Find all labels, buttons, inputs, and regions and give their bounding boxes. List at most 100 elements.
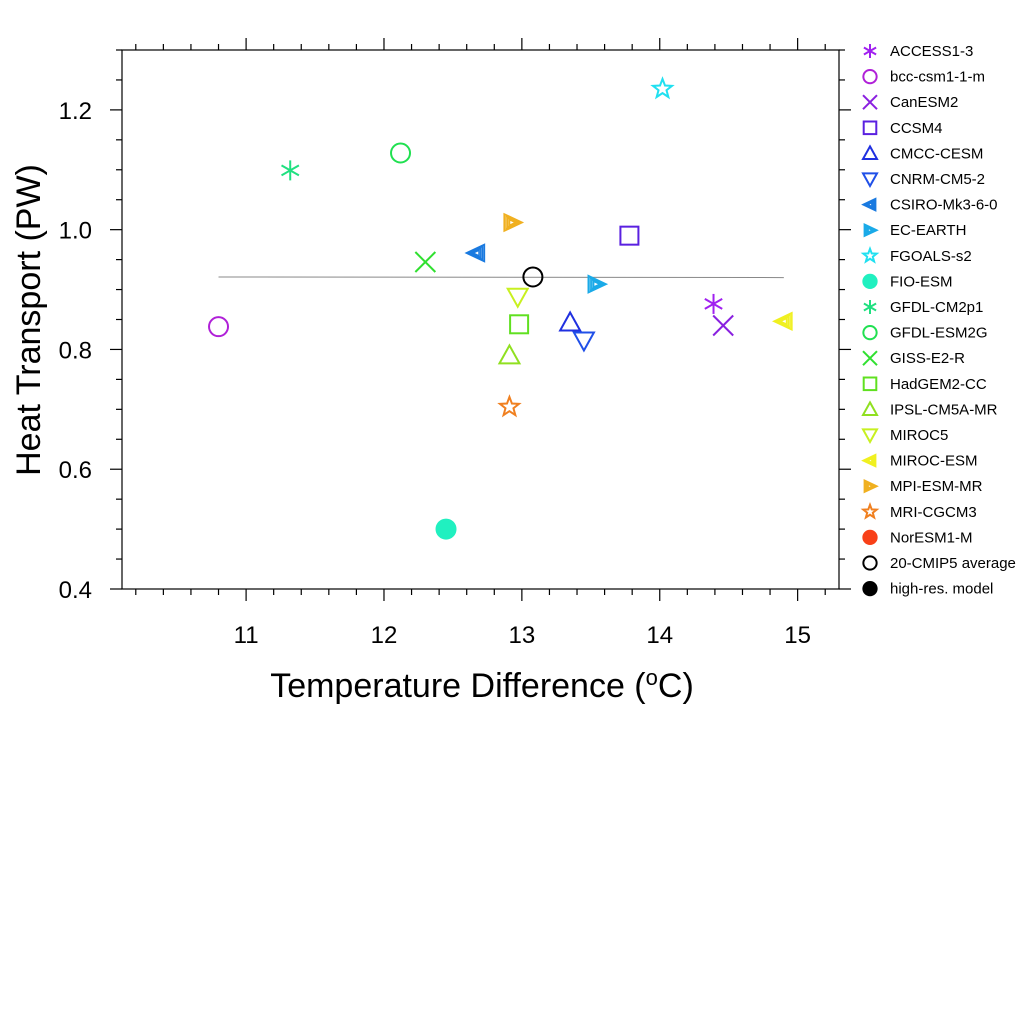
data-point xyxy=(771,311,793,332)
legend-label: EC-EARTH xyxy=(890,222,966,239)
legend-marker xyxy=(861,172,879,189)
legend-marker xyxy=(862,273,878,290)
legend-item: MIROC5 xyxy=(861,427,948,445)
legend-marker xyxy=(862,580,878,597)
data-point xyxy=(572,331,596,353)
y-tick-label: 0.4 xyxy=(59,577,92,604)
legend-label: CSIRO-Mk3-6-0 xyxy=(890,197,998,214)
legend-item: HadGEM2-CC xyxy=(862,376,987,393)
legend-item: EC-EARTH xyxy=(863,222,966,239)
legend-label: ACCESS1-3 xyxy=(890,43,973,60)
data-point xyxy=(712,314,734,337)
data-point xyxy=(558,310,582,332)
legend-item: GISS-E2-R xyxy=(862,350,965,367)
legend-item: CMCC-CESM xyxy=(861,144,983,162)
legend-label: high-res. model xyxy=(890,581,993,598)
legend-item: GFDL-ESM2G xyxy=(862,324,988,342)
x-tick-label: 11 xyxy=(234,622,259,649)
x-tick-label: 15 xyxy=(784,622,811,649)
data-point xyxy=(414,251,437,273)
legend-marker xyxy=(860,245,880,264)
data-point xyxy=(281,160,300,181)
data-point xyxy=(619,225,640,246)
legend-marker xyxy=(861,400,879,416)
legend-item: bcc-csm1-1-m xyxy=(862,69,985,86)
y-tick-label: 0.6 xyxy=(59,457,92,484)
data-point xyxy=(587,274,609,294)
legend-label: CMCC-CESM xyxy=(890,145,983,162)
legend-label: HadGEM2-CC xyxy=(890,376,987,393)
legend-marker xyxy=(860,501,880,520)
data-point xyxy=(390,142,412,164)
legend-item: MIROC-ESM xyxy=(861,453,978,470)
y-tick-labels: 0.4 0.6 0.8 1.0 1.2 xyxy=(59,98,92,604)
data-point xyxy=(506,287,530,309)
legend: ACCESS1-3 bcc-csm1-1-m CanESM2 CCSM4 CMCC-CE… xyxy=(860,43,1016,598)
legend-marker xyxy=(862,120,878,136)
legend-label: CanESM2 xyxy=(890,94,958,111)
x-tick-label: 14 xyxy=(646,622,673,649)
legend-label: bcc-csm1-1-m xyxy=(890,69,985,86)
average-reference-line xyxy=(218,276,784,279)
data-points xyxy=(208,76,793,540)
y-axis-title: Heat Transport (PW) xyxy=(10,164,48,476)
legend-item: MRI-CGCM3 xyxy=(860,501,977,521)
legend-label: FIO-ESM xyxy=(890,273,953,290)
data-point xyxy=(208,316,230,338)
x-axis-title: Temperature Difference (oC) xyxy=(270,665,694,706)
legend-marker xyxy=(861,453,877,468)
data-point xyxy=(704,293,723,314)
x-tick-label: 13 xyxy=(509,622,536,649)
legend-item: MPI-ESM-MR xyxy=(863,478,983,495)
data-point xyxy=(497,343,522,365)
legend-marker xyxy=(862,529,878,546)
legend-label: GFDL-ESM2G xyxy=(890,325,988,342)
legend-item: NorESM1-M xyxy=(862,529,973,546)
legend-label: FGOALS-s2 xyxy=(890,248,972,265)
legend-item: CNRM-CM5-2 xyxy=(861,171,985,189)
legend-marker xyxy=(862,350,878,366)
legend-label: CCSM4 xyxy=(890,120,943,137)
legend-marker xyxy=(863,222,879,238)
data-point xyxy=(435,518,457,540)
legend-marker xyxy=(861,197,877,212)
y-tick-label: 1.0 xyxy=(59,218,92,245)
legend-label: GISS-E2-R xyxy=(890,350,965,367)
legend-item: high-res. model xyxy=(862,580,993,598)
legend-label: MRI-CGCM3 xyxy=(890,504,977,521)
legend-marker xyxy=(861,144,879,160)
legend-item: CanESM2 xyxy=(862,94,958,111)
legend-item: CSIRO-Mk3-6-0 xyxy=(861,197,998,214)
legend-label: GFDL-CM2p1 xyxy=(890,299,983,316)
x-tick-label: 12 xyxy=(371,622,398,649)
legend-item: 20-CMIP5 average xyxy=(862,555,1016,572)
legend-item: GFDL-CM2p1 xyxy=(863,299,983,316)
legend-label: 20-CMIP5 average xyxy=(890,555,1016,572)
legend-label: MIROC5 xyxy=(890,427,948,444)
legend-marker xyxy=(862,555,878,571)
legend-item: IPSL-CM5A-MR xyxy=(861,400,998,418)
legend-marker xyxy=(861,428,879,445)
legend-label: IPSL-CM5A-MR xyxy=(890,401,998,418)
data-point xyxy=(650,76,675,100)
legend-label: MIROC-ESM xyxy=(890,453,978,470)
data-point xyxy=(497,394,522,418)
legend-item: FIO-ESM xyxy=(862,273,953,290)
legend-marker xyxy=(863,44,877,58)
legend-marker xyxy=(862,376,878,392)
data-point xyxy=(522,266,544,288)
legend-item: FGOALS-s2 xyxy=(860,245,972,265)
data-point xyxy=(503,212,525,233)
legend-marker xyxy=(862,324,878,341)
data-point xyxy=(464,243,486,263)
legend-marker xyxy=(862,94,878,110)
legend-label: MPI-ESM-MR xyxy=(890,478,983,495)
legend-label: NorESM1-M xyxy=(890,529,973,546)
legend-label: CNRM-CM5-2 xyxy=(890,171,985,188)
data-point xyxy=(509,314,530,335)
legend-marker xyxy=(863,478,879,494)
x-tick-labels: 11 12 13 14 15 xyxy=(234,622,811,649)
y-tick-label: 1.2 xyxy=(59,98,92,125)
legend-item: ACCESS1-3 xyxy=(863,43,973,60)
